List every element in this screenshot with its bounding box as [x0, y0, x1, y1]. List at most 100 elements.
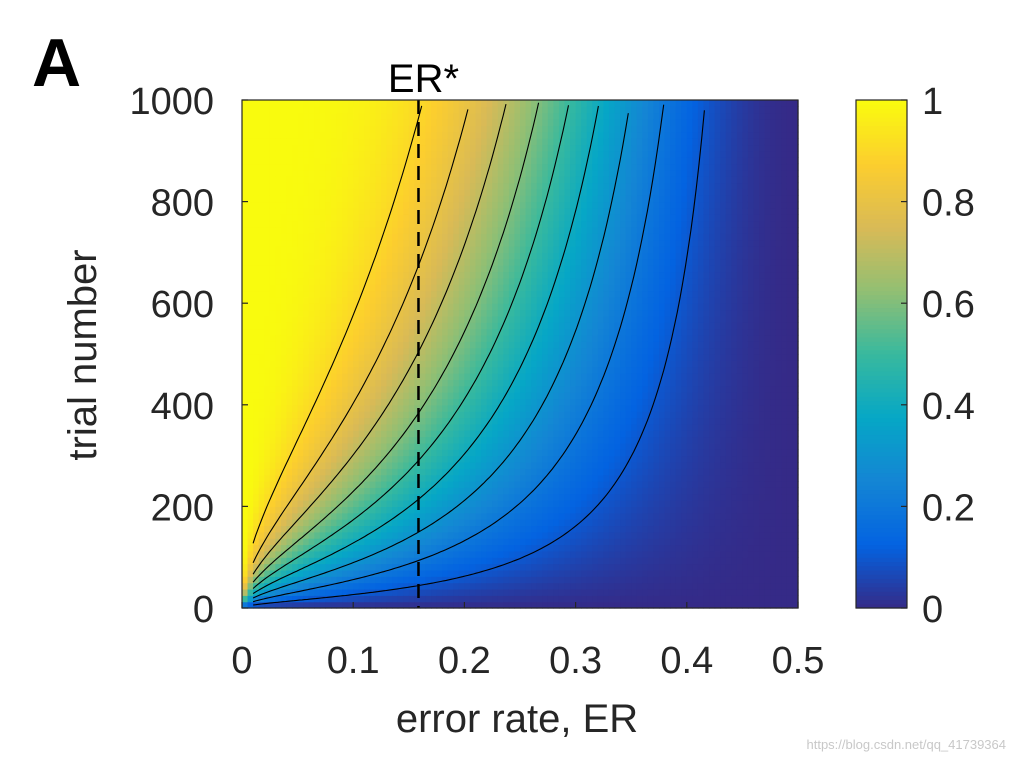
heatmap-cell: [314, 315, 321, 323]
heatmap-cell: [536, 271, 543, 279]
heatmap-cell: [275, 404, 282, 412]
heatmap-cell: [536, 169, 543, 177]
heatmap-cell: [469, 430, 477, 438]
heatmap-cell: [364, 290, 371, 298]
heatmap-cell: [581, 601, 588, 609]
heatmap-cell: [375, 423, 382, 431]
heatmap-cell: [342, 404, 349, 412]
heatmap-cell: [303, 277, 310, 285]
heatmap-cell: [558, 265, 566, 273]
heatmap-cell: [347, 411, 354, 419]
heatmap-cell: [514, 404, 521, 412]
heatmap-cell: [520, 233, 527, 241]
heatmap-cell: [503, 112, 510, 120]
heatmap-cell: [336, 373, 343, 380]
heatmap-cell: [536, 519, 543, 527]
heatmap-cell: [508, 150, 516, 158]
heatmap-cell: [269, 442, 276, 450]
heatmap-cell: [353, 461, 360, 469]
heatmap-cell: [575, 207, 582, 215]
heatmap-cell: [397, 334, 404, 342]
heatmap-cell: [386, 373, 393, 380]
heatmap-cell: [475, 557, 482, 565]
heatmap-cell: [353, 506, 360, 514]
heatmap-cell: [330, 601, 338, 609]
heatmap-cell: [425, 601, 432, 609]
heatmap-cell: [520, 588, 527, 596]
heatmap-cell: [475, 284, 482, 292]
heatmap-cell: [436, 531, 443, 539]
heatmap-cell: [375, 411, 382, 419]
heatmap-cell: [330, 347, 338, 355]
heatmap-cell: [458, 550, 465, 558]
heatmap-cell: [303, 290, 310, 298]
heatmap-cell: [558, 106, 566, 114]
heatmap-cell: [292, 157, 299, 165]
heatmap-cell: [531, 246, 538, 253]
heatmap-cell: [247, 182, 254, 190]
heatmap-cell: [342, 588, 349, 596]
heatmap-cell: [469, 341, 477, 349]
heatmap-cell: [397, 576, 404, 584]
heatmap-cell: [381, 112, 388, 120]
heatmap-cell: [481, 544, 488, 552]
heatmap-cell: [520, 417, 527, 425]
heatmap-cell: [253, 277, 260, 285]
heatmap-cell: [586, 487, 593, 495]
heatmap-cell: [403, 423, 410, 431]
heatmap-cell: [308, 449, 315, 457]
heatmap-cell: [286, 595, 293, 603]
heatmap-cell: [581, 296, 588, 304]
heatmap-cell: [436, 423, 443, 431]
heatmap-cell: [525, 322, 532, 330]
heatmap-cell: [364, 239, 371, 247]
heatmap-cell: [531, 544, 538, 552]
heatmap-cell: [542, 182, 549, 190]
heatmap-cell: [347, 328, 354, 336]
heatmap-cell: [336, 347, 343, 355]
heatmap-cell: [369, 538, 377, 546]
heatmap-cell: [520, 411, 527, 419]
heatmap-cell: [286, 176, 293, 184]
heatmap-cell: [481, 195, 488, 203]
heatmap-cell: [292, 258, 299, 266]
heatmap-cell: [575, 404, 582, 412]
heatmap-cell: [303, 169, 310, 177]
heatmap-cell: [275, 512, 282, 520]
heatmap-cell: [564, 373, 571, 380]
heatmap-cell: [375, 392, 382, 400]
heatmap-cell: [297, 246, 304, 253]
heatmap-cell: [570, 398, 577, 406]
heatmap-cell: [308, 468, 315, 476]
heatmap-cell: [292, 284, 299, 292]
heatmap-cell: [486, 411, 493, 419]
heatmap-cell: [325, 373, 332, 380]
heatmap-cell: [431, 258, 438, 266]
heatmap-cell: [308, 423, 315, 431]
heatmap-cell: [347, 461, 354, 469]
heatmap-cell: [297, 271, 304, 279]
heatmap-cell: [308, 404, 315, 412]
heatmap-cell: [436, 265, 443, 273]
heatmap-cell: [431, 525, 438, 533]
heatmap-cell: [464, 385, 471, 393]
heatmap-cell: [525, 487, 532, 495]
heatmap-cell: [464, 341, 471, 349]
heatmap-cell: [575, 525, 582, 533]
heatmap-cell: [253, 303, 260, 311]
heatmap-cell: [247, 100, 254, 107]
heatmap-cell: [581, 100, 588, 107]
heatmap-cell: [586, 538, 593, 546]
heatmap-cell: [369, 296, 377, 304]
heatmap-cell: [503, 449, 510, 457]
heatmap-cell: [525, 106, 532, 114]
heatmap-cell: [314, 100, 321, 107]
heatmap-cell: [264, 131, 271, 139]
heatmap-cell: [469, 106, 477, 114]
heatmap-cell: [536, 360, 543, 368]
heatmap-cell: [514, 290, 521, 298]
heatmap-cell: [375, 182, 382, 190]
heatmap-cell: [508, 398, 516, 406]
heatmap-cell: [342, 207, 349, 215]
heatmap-cell: [314, 303, 321, 311]
